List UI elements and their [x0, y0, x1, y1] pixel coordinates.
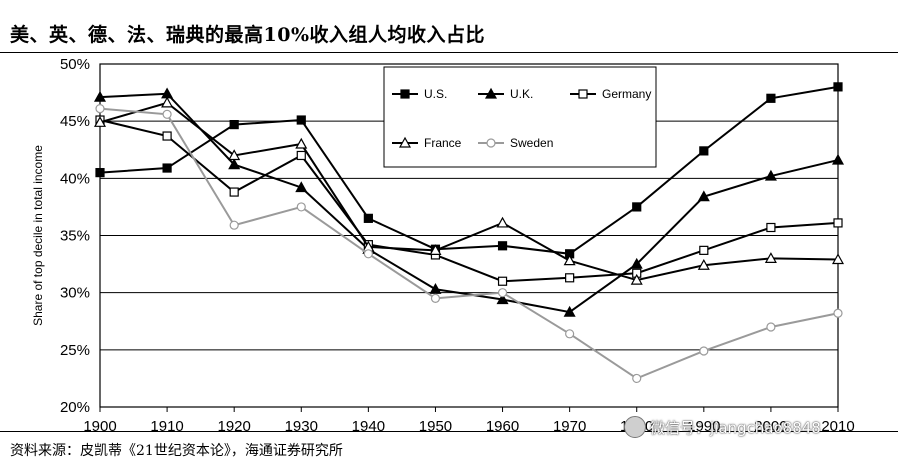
- series-line-u-k: [99, 92, 839, 314]
- data-point-u-k: [496, 293, 509, 305]
- data-point-sweden: [497, 288, 508, 298]
- data-point-u-s: [699, 146, 709, 156]
- data-point-sweden: [229, 220, 239, 230]
- data-point-u-s: [766, 93, 776, 103]
- legend-label: Sweden: [510, 136, 553, 150]
- data-point-sweden: [430, 293, 441, 303]
- legend-label: U.S.: [424, 87, 447, 101]
- legend-marker: [578, 89, 588, 99]
- data-point-u-s: [296, 115, 306, 125]
- x-tick-label: 1970: [553, 418, 586, 435]
- data-point-france: [295, 137, 308, 149]
- data-point-u-s: [95, 168, 105, 178]
- title-divider: [0, 52, 898, 53]
- data-point-u-s: [229, 119, 239, 130]
- x-tick-label: 1910: [150, 418, 183, 435]
- data-point-sweden: [766, 322, 776, 332]
- data-point-france: [429, 244, 442, 255]
- legend-marker: [486, 138, 496, 148]
- data-point-u-k: [429, 283, 442, 294]
- data-point-u-k: [831, 153, 845, 165]
- data-point-france: [697, 258, 710, 270]
- data-point-u-k: [563, 305, 576, 317]
- series-line-france: [99, 101, 839, 282]
- legend-label: France: [424, 136, 462, 150]
- data-point-france: [161, 96, 174, 108]
- data-point-sweden: [833, 308, 843, 318]
- watermark: 微信号：jiangchao8848: [624, 416, 821, 438]
- data-point-sweden: [699, 346, 709, 356]
- y-tick-label: 45%: [60, 113, 90, 130]
- x-tick-label: 1900: [83, 418, 116, 435]
- data-point-u-k: [228, 158, 241, 170]
- x-tick-label: 1940: [352, 418, 385, 435]
- data-point-france: [496, 216, 509, 228]
- data-point-u-s: [162, 163, 172, 173]
- legend-marker: [400, 89, 410, 99]
- data-point-sweden: [162, 109, 172, 119]
- data-point-germany: [833, 218, 843, 228]
- data-point-france: [228, 149, 241, 161]
- x-tick-label: 1930: [285, 418, 318, 435]
- data-point-germany: [565, 273, 575, 283]
- data-point-u-s: [363, 213, 373, 223]
- data-point-u-s: [632, 202, 642, 212]
- data-point-germany: [699, 245, 709, 255]
- plot-area-border: [99, 63, 839, 408]
- y-tick-label: 40%: [60, 170, 90, 187]
- data-point-germany: [296, 150, 306, 161]
- legend-label: U.K.: [510, 87, 533, 101]
- data-point-u-s: [497, 241, 508, 251]
- y-tick-label: 35%: [60, 228, 90, 245]
- data-point-u-k: [630, 257, 643, 269]
- data-point-sweden: [565, 329, 575, 339]
- data-point-france: [630, 273, 643, 285]
- y-tick-label: 50%: [60, 56, 90, 73]
- data-point-germany: [162, 131, 172, 141]
- x-tick-label: 2010: [821, 418, 854, 435]
- data-point-france: [764, 252, 777, 263]
- data-point-germany: [766, 222, 776, 233]
- source-divider: [0, 431, 898, 432]
- y-axis-label: Share of top decile in total income: [31, 145, 45, 326]
- series-line-u-s: [99, 85, 839, 255]
- data-point-france: [93, 116, 107, 127]
- x-tick-label: 1960: [486, 418, 519, 435]
- x-tick-label: 2000: [754, 418, 787, 435]
- series-line-sweden: [99, 107, 839, 380]
- data-point-u-k: [764, 169, 777, 181]
- legend-box: [383, 66, 657, 168]
- legend-marker: [398, 136, 412, 148]
- data-point-france: [563, 254, 576, 266]
- series-line-germany: [99, 119, 839, 283]
- data-point-sweden: [95, 103, 105, 114]
- data-point-u-k: [93, 90, 107, 102]
- legend-label: Germany: [602, 87, 651, 101]
- x-tick-label: 1990: [687, 418, 720, 435]
- data-point-sweden: [296, 202, 306, 212]
- watermark-text: 微信号：jiangchao8848: [650, 418, 821, 437]
- data-point-germany: [229, 187, 239, 197]
- y-tick-label: 25%: [60, 342, 90, 359]
- data-point-france: [831, 253, 845, 265]
- data-point-u-s: [833, 82, 843, 92]
- data-point-germany: [497, 276, 508, 286]
- wechat-logo-icon: [624, 416, 646, 438]
- data-point-u-k: [295, 181, 308, 193]
- legend-marker: [484, 87, 498, 99]
- x-tick-label: 1920: [217, 418, 250, 435]
- source-note: 资料来源：皮凯蒂《21世纪资本论》，海通证券研究所: [10, 443, 343, 459]
- data-point-sweden: [363, 249, 373, 259]
- data-point-sweden: [632, 373, 642, 384]
- chart-title: 美、英、德、法、瑞典的最高10%收入组人均收入占比: [10, 24, 485, 46]
- x-tick-label: 1950: [419, 418, 452, 435]
- data-point-u-k: [697, 190, 710, 202]
- y-tick-label: 30%: [60, 285, 90, 302]
- y-tick-label: 20%: [60, 399, 90, 416]
